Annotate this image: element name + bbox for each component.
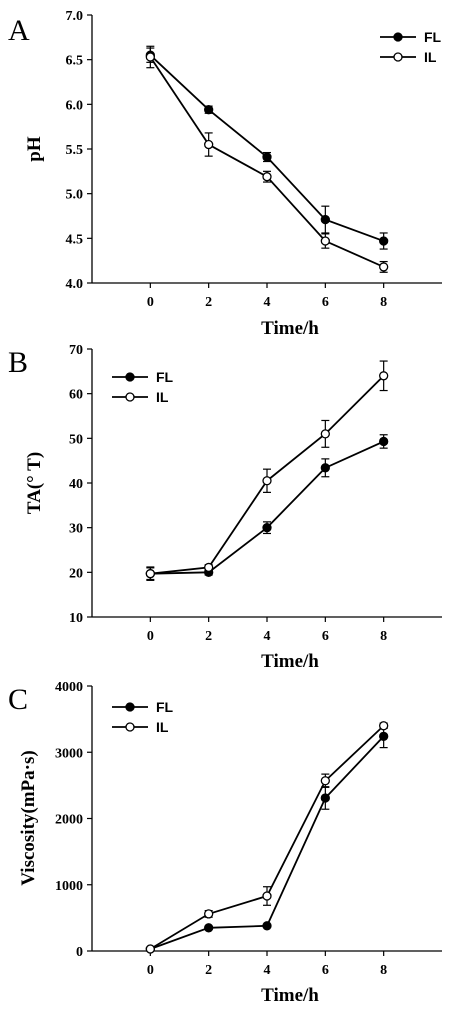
series-fl (145, 724, 389, 954)
y-tick-label: 20 (69, 566, 83, 581)
series-line-fl (150, 440, 385, 575)
series-il (145, 360, 389, 581)
y-tick-label: 5.0 (66, 188, 84, 203)
data-point-il (204, 562, 214, 573)
legend-label: FL (156, 699, 174, 715)
x-tick-label: 2 (205, 629, 212, 644)
x-tick-label: 8 (380, 963, 387, 978)
data-point-fl (320, 793, 330, 803)
data-point-il (262, 476, 272, 486)
x-tick-label: 8 (380, 295, 387, 310)
data-point-il (262, 891, 272, 901)
data-point-fl (262, 523, 272, 533)
panel-label: C (8, 683, 28, 716)
y-tick-label: 4.0 (66, 277, 84, 292)
panel-label: A (8, 14, 30, 47)
series-fl (145, 47, 389, 250)
x-tick-label: 6 (322, 963, 329, 978)
data-point-fl (379, 731, 389, 741)
data-point-il (379, 371, 389, 381)
y-tick-label: 30 (69, 522, 83, 537)
legend-marker (125, 702, 135, 712)
data-point-fl (320, 214, 330, 225)
y-tick-label: 70 (69, 343, 83, 358)
y-tick-label: 1000 (55, 879, 83, 894)
series-il (145, 45, 389, 273)
y-tick-label: 4000 (55, 680, 83, 695)
panel-label: B (8, 346, 28, 379)
data-point-fl (320, 463, 330, 473)
legend-label: FL (156, 369, 174, 385)
y-tick-label: 3000 (55, 746, 83, 761)
x-tick-label: 8 (380, 629, 387, 644)
data-point-fl (379, 436, 389, 447)
data-point-fl (204, 105, 214, 115)
legend-marker (125, 722, 135, 732)
legend: FL IL (380, 29, 442, 65)
y-tick-label: 5.5 (66, 143, 84, 158)
x-axis-title: Time/h (261, 651, 319, 672)
data-point-fl (262, 921, 272, 931)
legend: FL IL (112, 369, 174, 405)
data-point-il (320, 429, 330, 439)
series-line-il (149, 725, 385, 950)
legend-marker (393, 52, 403, 62)
data-point-fl (379, 236, 389, 246)
legend-marker (125, 392, 135, 402)
data-point-il (262, 172, 272, 182)
x-tick-label: 0 (147, 963, 154, 978)
y-axis-title: TA(° T) (24, 452, 45, 514)
x-tick-label: 6 (322, 629, 329, 644)
y-tick-label: 50 (69, 432, 83, 447)
series-line-fl (150, 735, 385, 950)
series-il (145, 721, 389, 954)
x-tick-label: 2 (205, 295, 212, 310)
x-axis-title: Time/h (261, 985, 319, 1006)
x-tick-label: 4 (264, 295, 271, 310)
data-point-il (379, 262, 389, 272)
data-point-il (320, 236, 330, 246)
x-tick-label: 0 (147, 295, 154, 310)
legend-label: FL (424, 29, 442, 45)
y-tick-label: 6.5 (66, 54, 84, 69)
data-point-fl (204, 923, 214, 933)
chart-panel-b: 10 20 30 40 50 60 70 0 2 4 6 8 Time/h TA(° T) B FL IL (8, 343, 442, 672)
series-line-fl (149, 54, 384, 242)
x-tick-label: 0 (147, 629, 154, 644)
y-tick-label: 60 (69, 388, 83, 403)
y-tick-label: 7.0 (66, 9, 84, 24)
chart-panel-a: 4.0 4.5 5.0 5.5 6.0 6.5 7.0 0 2 4 6 8 Time/h pH A FL IL (8, 9, 442, 339)
data-point-il (204, 909, 214, 919)
y-tick-label: 4.5 (66, 232, 84, 247)
x-tick-label: 4 (264, 629, 271, 644)
y-axis-title: pH (24, 136, 45, 162)
legend-label: IL (424, 49, 437, 65)
data-point-il (320, 776, 330, 786)
y-tick-label: 2000 (55, 813, 83, 828)
data-point-il (145, 52, 155, 62)
x-axis-title: Time/h (261, 318, 319, 339)
data-point-il (379, 721, 389, 731)
legend: FL IL (112, 699, 174, 735)
data-point-il (145, 569, 155, 579)
chart-panel-c: 0 1000 2000 3000 4000 0 2 4 6 8 Time/h Viscosity(mP… (8, 680, 442, 1006)
legend-label: IL (156, 719, 169, 735)
x-tick-label: 4 (264, 963, 271, 978)
x-tick-label: 6 (322, 295, 329, 310)
data-point-il (204, 139, 214, 150)
y-tick-label: 6.0 (66, 98, 84, 113)
y-tick-label: 40 (69, 477, 83, 492)
legend-label: IL (156, 389, 169, 405)
legend-marker (125, 372, 135, 382)
y-tick-label: 10 (69, 611, 83, 626)
series-fl (145, 434, 389, 581)
legend-marker (393, 32, 403, 42)
x-tick-label: 2 (205, 963, 212, 978)
data-point-fl (262, 152, 272, 162)
data-point-il (145, 944, 155, 954)
y-axis-title: Viscosity(mPa·s) (18, 750, 39, 885)
y-tick-label: 0 (76, 945, 83, 960)
